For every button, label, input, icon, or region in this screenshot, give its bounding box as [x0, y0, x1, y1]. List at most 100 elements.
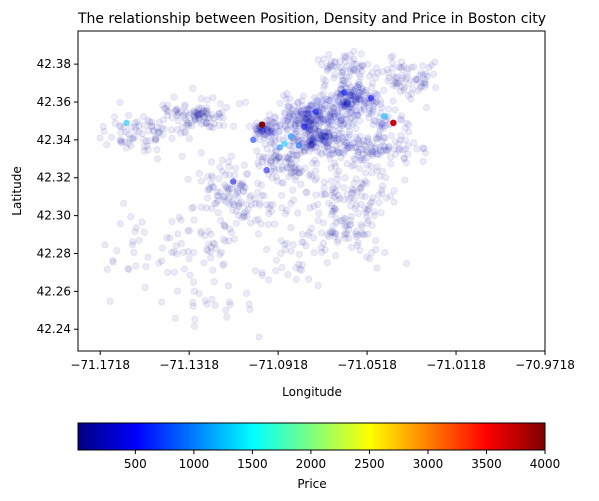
scatter-point: [402, 75, 410, 83]
scatter-point: [317, 244, 325, 252]
scatter-point: [381, 143, 389, 151]
scatter-point: [173, 105, 182, 113]
scatter-point: [352, 94, 360, 103]
scatter-point: [357, 95, 365, 103]
scatter-point: [290, 151, 298, 159]
scatter-point: [209, 239, 218, 247]
scatter-point: [175, 213, 183, 222]
scatter-point: [362, 179, 371, 187]
scatter-point: [323, 107, 331, 116]
colorbar-label: Price: [297, 477, 326, 491]
scatter-point: [189, 302, 197, 310]
scatter-point: [294, 209, 302, 217]
scatter-point: [262, 154, 270, 162]
scatter-point: [394, 146, 403, 155]
scatter-point: [210, 278, 218, 286]
scatter-point: [359, 150, 368, 158]
scatter-point: [147, 122, 156, 131]
scatter-point: [284, 155, 292, 164]
scatter-point: [284, 173, 293, 181]
scatter-point: [232, 207, 241, 215]
scatter-point: [325, 140, 333, 148]
scatter-point: [326, 113, 334, 122]
scatter-point: [287, 168, 295, 177]
scatter-point: [343, 99, 351, 108]
scatter-point: [284, 115, 292, 123]
scatter-point: [306, 133, 314, 142]
scatter-point: [270, 153, 278, 161]
scatter-point: [227, 228, 236, 237]
scatter-point: [307, 224, 316, 233]
scatter-point: [347, 107, 356, 115]
scatter-point: [195, 169, 204, 178]
scatter-point: [191, 116, 199, 124]
scatter-point: [363, 137, 371, 146]
scatter-point: [332, 218, 341, 227]
scatter-point: [311, 143, 319, 152]
scatter-point: [129, 241, 137, 249]
scatter-point: [235, 199, 243, 208]
scatter-point: [197, 120, 206, 128]
scatter-point: [366, 255, 374, 263]
scatter-point: [229, 200, 237, 208]
scatter-point: [305, 118, 313, 126]
scatter-point: [373, 90, 381, 99]
scatter-point: [267, 157, 275, 166]
scatter-point: [320, 136, 328, 145]
scatter-point: [222, 306, 230, 314]
scatter-point: [117, 136, 125, 144]
scatter-point: [174, 110, 182, 119]
scatter-point: [379, 167, 387, 176]
scatter-point: [357, 154, 365, 162]
scatter-point: [266, 122, 274, 130]
scatter-point: [273, 123, 281, 131]
scatter-point: [350, 139, 358, 148]
scatter-point: [193, 109, 201, 117]
scatter-point: [360, 141, 368, 149]
scatter-point: [330, 131, 338, 139]
scatter-point: [144, 253, 152, 261]
chart-title: The relationship between Position, Densi…: [77, 11, 546, 27]
scatter-point: [397, 116, 406, 124]
scatter-point: [260, 131, 268, 139]
scatter-point: [355, 95, 363, 104]
scatter-point: [284, 116, 292, 124]
scatter-point: [267, 124, 275, 133]
scatter-point: [153, 124, 162, 132]
scatter-point: [397, 63, 405, 71]
scatter-point: [358, 223, 366, 231]
scatter-point: [201, 232, 209, 240]
x-axis: −71.1718 −71.1318 −71.0918 −71.0518 −71.0118…: [70, 351, 575, 372]
scatter-point: [321, 115, 329, 123]
scatter-point: [304, 113, 312, 122]
scatter-point: [391, 74, 399, 83]
scatter-point: [343, 115, 351, 123]
scatter-point: [299, 139, 308, 147]
scatter-point: [237, 198, 245, 207]
scatter-point: [344, 100, 352, 108]
scatter-point: [338, 104, 346, 112]
scatter-point: [258, 127, 266, 136]
scatter-point: [404, 73, 412, 82]
scatter-point: [352, 107, 361, 115]
scatter-point: [178, 123, 187, 131]
scatter-point: [299, 92, 308, 100]
scatter-point: [219, 261, 227, 269]
scatter-point: [374, 91, 382, 99]
scatter-point: [178, 152, 186, 160]
scatter-point: [334, 112, 343, 120]
scatter-point: [185, 227, 194, 235]
scatter-point: [392, 82, 400, 90]
scatter-point: [297, 97, 306, 105]
scatter-point: [380, 146, 388, 154]
scatter-point: [376, 143, 384, 152]
scatter-point: [363, 206, 372, 214]
scatter-point: [379, 124, 388, 133]
scatter-point: [308, 140, 316, 148]
scatter-point: [279, 179, 287, 187]
scatter-point: [267, 128, 276, 136]
scatter-point: [340, 103, 348, 111]
scatter-point: [314, 134, 322, 143]
scatter-point: [330, 74, 338, 82]
scatter-point: [245, 300, 253, 308]
